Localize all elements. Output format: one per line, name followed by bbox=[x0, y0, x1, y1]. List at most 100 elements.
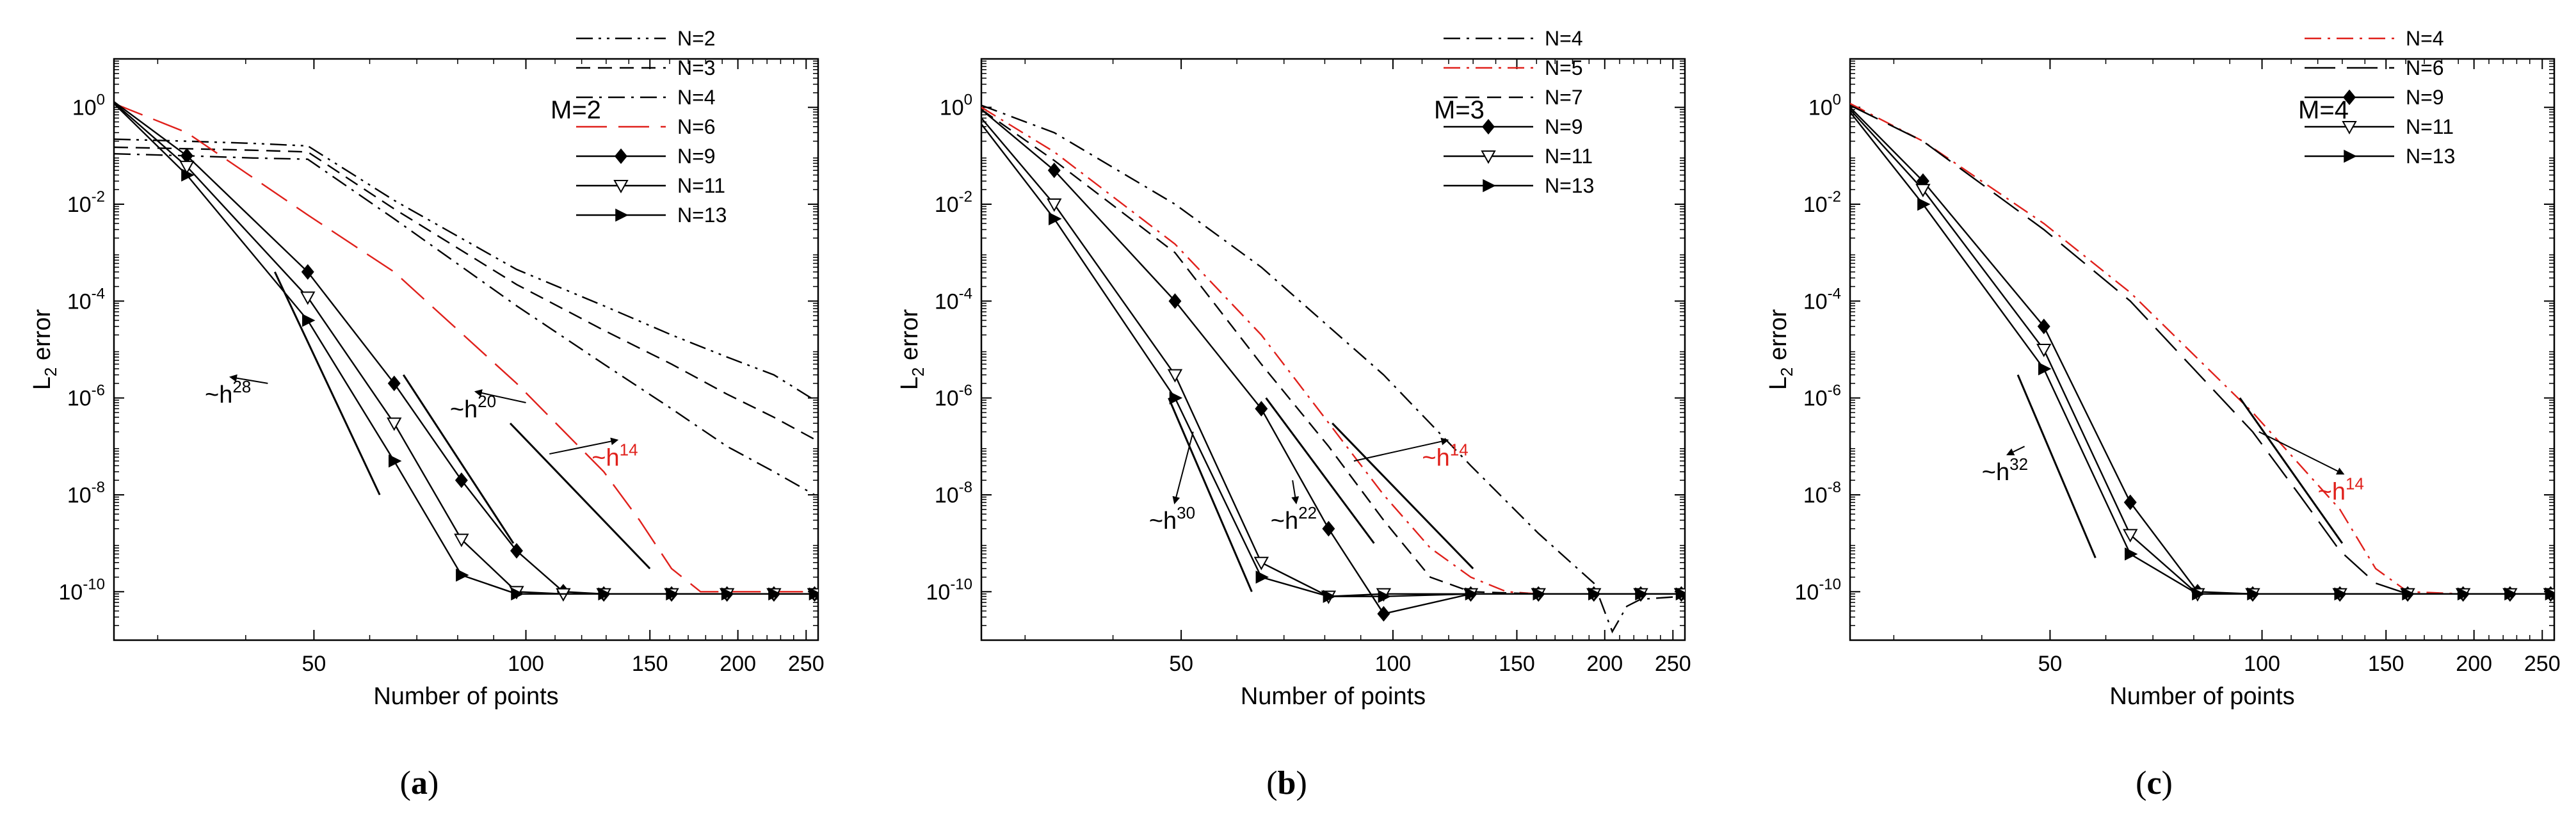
y-tick-label: 10-2 bbox=[935, 188, 972, 217]
legend-marker bbox=[1483, 179, 1496, 193]
data-point-marker bbox=[2038, 362, 2052, 376]
data-point-marker bbox=[301, 264, 314, 280]
data-point-marker bbox=[1047, 198, 1062, 213]
chart-title: M=4 bbox=[2298, 96, 2349, 124]
data-point-marker bbox=[180, 148, 193, 164]
y-tick-label: 100 bbox=[72, 92, 105, 120]
plot-frame bbox=[113, 58, 819, 641]
data-point-marker bbox=[2457, 587, 2471, 601]
x-tick-label: 150 bbox=[1499, 652, 1535, 676]
data-point-marker bbox=[1915, 184, 1931, 198]
slope-reference-line bbox=[509, 423, 651, 570]
slope-annotation: ~h28 bbox=[205, 377, 251, 408]
legend-label: N=9 bbox=[677, 145, 716, 168]
panel-caption: (b) bbox=[1266, 765, 1307, 801]
data-point-marker bbox=[2504, 587, 2518, 601]
y-tick-label: 10-4 bbox=[67, 285, 105, 314]
data-point-marker bbox=[455, 472, 468, 488]
data-point-marker bbox=[2123, 494, 2137, 510]
data-point-marker bbox=[2037, 318, 2050, 335]
data-point-marker bbox=[454, 533, 469, 547]
data-point-marker bbox=[387, 417, 402, 431]
slope-annotation: ~h14 bbox=[2318, 474, 2364, 505]
slope-annotation: ~h32 bbox=[1982, 455, 2028, 486]
data-point-marker bbox=[456, 568, 469, 582]
x-tick-label: 250 bbox=[2524, 652, 2561, 676]
series-line-N=6 bbox=[1850, 104, 2551, 595]
data-point-marker bbox=[666, 587, 679, 601]
legend-marker bbox=[615, 208, 629, 222]
data-point-marker bbox=[2247, 587, 2260, 601]
data-point-marker bbox=[721, 587, 735, 601]
slope-reference-line bbox=[273, 271, 381, 495]
slope-annotation: ~h14 bbox=[592, 440, 638, 471]
data-point-marker bbox=[2545, 587, 2554, 601]
data-point-marker bbox=[2124, 547, 2138, 561]
data-point-marker bbox=[1168, 293, 1182, 309]
series-line-N=3 bbox=[114, 146, 816, 440]
data-point-marker bbox=[388, 454, 402, 468]
y-tick-label: 10-10 bbox=[926, 576, 972, 604]
legend-label: N=11 bbox=[677, 174, 725, 197]
legend-label: N=4 bbox=[1545, 27, 1583, 50]
legend-label: N=13 bbox=[2406, 145, 2455, 168]
x-tick-label: 100 bbox=[508, 652, 544, 676]
x-tick-label: 250 bbox=[788, 652, 825, 676]
series-line-N=4 bbox=[1850, 102, 2551, 595]
legend-marker bbox=[615, 148, 627, 165]
slope-reference-line bbox=[1332, 423, 1474, 570]
legend-marker bbox=[2343, 89, 2356, 106]
y-tick-label: 10-8 bbox=[67, 479, 105, 508]
plot-area bbox=[1850, 102, 2554, 602]
panel-caption: (a) bbox=[400, 765, 439, 801]
slope-reference-line bbox=[1265, 397, 1375, 544]
data-point-marker bbox=[511, 587, 524, 601]
y-axis-label: L2 error bbox=[1765, 309, 1796, 390]
annotation-arrow bbox=[1353, 437, 1449, 462]
legend-label: N=6 bbox=[677, 115, 716, 138]
data-point-marker bbox=[1167, 369, 1183, 383]
legend-label: N=11 bbox=[1545, 145, 1593, 168]
legend-marker bbox=[2342, 121, 2357, 135]
series-line-N=6 bbox=[114, 102, 815, 593]
plot-area bbox=[114, 101, 818, 602]
data-point-marker bbox=[2123, 529, 2138, 543]
data-point-marker bbox=[768, 587, 782, 601]
series-line-N=13 bbox=[1850, 111, 2551, 595]
data-point-marker bbox=[300, 291, 316, 305]
legend-label: N=3 bbox=[677, 56, 716, 79]
data-point-marker bbox=[598, 587, 611, 601]
x-axis-label: Number of points bbox=[373, 683, 558, 710]
data-point-marker bbox=[1322, 520, 1335, 537]
y-tick-label: 10-10 bbox=[1794, 576, 1841, 604]
legend-marker bbox=[1481, 150, 1496, 165]
legend-marker bbox=[1482, 118, 1495, 135]
y-tick-label: 10-4 bbox=[935, 285, 972, 314]
data-point-marker bbox=[2334, 587, 2347, 601]
data-point-marker bbox=[510, 543, 523, 559]
data-point-marker bbox=[1047, 162, 1061, 179]
y-tick-label: 10-10 bbox=[58, 576, 105, 604]
y-tick-label: 10-8 bbox=[1803, 479, 1841, 508]
data-point-marker bbox=[1465, 587, 1479, 601]
chart-panel-c: 100 10-2 10-4 10-6 10-8 10-10 50 100 150 200 250 Nu… bbox=[1765, 27, 2561, 801]
slope-annotation: ~h22 bbox=[1271, 503, 1317, 535]
data-point-marker bbox=[1255, 570, 1269, 584]
panel-caption: (c) bbox=[2136, 765, 2173, 801]
legend-label: N=5 bbox=[1545, 56, 1583, 79]
data-point-marker bbox=[1377, 606, 1390, 622]
chart-title: M=2 bbox=[551, 96, 601, 124]
x-tick-label: 100 bbox=[1375, 652, 1412, 676]
x-tick-label: 50 bbox=[1169, 652, 1193, 676]
legend-label: N=4 bbox=[2406, 27, 2444, 50]
legend-label: N=13 bbox=[677, 204, 727, 227]
data-point-marker bbox=[1533, 587, 1546, 601]
plot-frame bbox=[980, 58, 1686, 641]
annotation-arrow bbox=[2258, 431, 2345, 475]
y-tick-label: 10-6 bbox=[1803, 382, 1841, 411]
legend-label: N=9 bbox=[1545, 115, 1583, 138]
series-line-N=9 bbox=[1850, 106, 2551, 595]
annotation-arrow bbox=[229, 374, 268, 384]
data-point-marker bbox=[1169, 391, 1183, 405]
